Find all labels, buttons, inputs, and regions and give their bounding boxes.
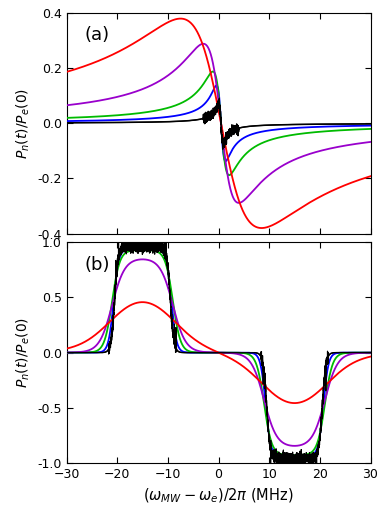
Y-axis label: $P_n(t)/P_e(0)$: $P_n(t)/P_e(0)$ xyxy=(14,88,32,159)
Text: (b): (b) xyxy=(85,256,110,274)
Text: (a): (a) xyxy=(85,26,110,44)
X-axis label: $(\omega_{MW}-\omega_e)/2\pi$ (MHz): $(\omega_{MW}-\omega_e)/2\pi$ (MHz) xyxy=(143,486,294,505)
Y-axis label: $P_n(t)/P_e(0)$: $P_n(t)/P_e(0)$ xyxy=(14,317,32,388)
